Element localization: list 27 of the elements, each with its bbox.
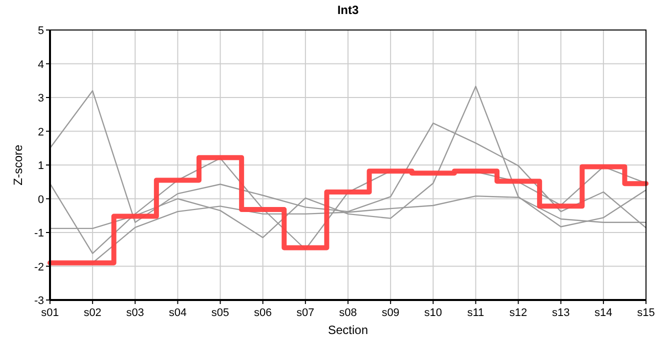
y-tick-label: -2 bbox=[34, 261, 44, 274]
y-tick-label: 4 bbox=[38, 58, 44, 71]
x-tick-label: s04 bbox=[168, 307, 187, 319]
x-tick-label: s01 bbox=[41, 307, 59, 319]
x-axis-title: Section bbox=[328, 323, 368, 337]
x-tick-label: s09 bbox=[382, 307, 400, 319]
y-tick-label: 0 bbox=[38, 194, 44, 206]
y-tick-label: -1 bbox=[34, 228, 44, 240]
y-axis-title: Z-score bbox=[11, 144, 25, 186]
y-tick-label: 3 bbox=[38, 92, 44, 104]
x-tick-label: s13 bbox=[552, 307, 570, 319]
x-tick-label: s08 bbox=[339, 307, 357, 319]
x-tick-label: s11 bbox=[467, 307, 484, 319]
x-tick-label: s15 bbox=[637, 307, 655, 319]
x-tick-label: s03 bbox=[126, 307, 144, 319]
x-tick-label: s05 bbox=[211, 307, 230, 319]
x-tick-label: s06 bbox=[254, 307, 272, 319]
chart-title: Int3 bbox=[337, 3, 359, 17]
x-tick-label: s10 bbox=[424, 307, 442, 319]
y-tick-label: -3 bbox=[34, 295, 44, 307]
x-tick-label: s12 bbox=[509, 307, 528, 319]
y-tick-label: 5 bbox=[38, 25, 44, 37]
y-tick-label: 2 bbox=[38, 126, 44, 138]
x-tick-label: s07 bbox=[296, 307, 314, 319]
x-tick-label: s02 bbox=[84, 307, 102, 319]
x-tick-label: s14 bbox=[594, 307, 612, 319]
y-tick-label: 1 bbox=[38, 160, 44, 172]
